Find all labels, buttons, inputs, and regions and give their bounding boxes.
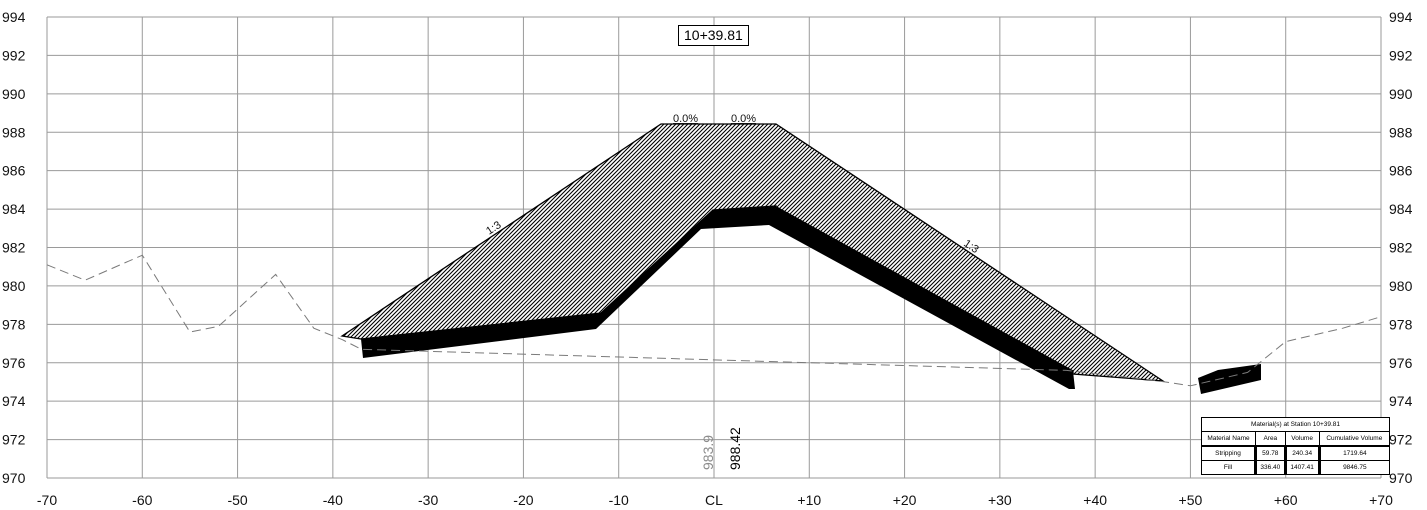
x-tick-label: +10 (797, 492, 821, 508)
table-row: Fill 336.40 1407.41 9846.75 (1201, 460, 1391, 475)
y-tick-label-left: 990 (2, 86, 26, 102)
x-tick-label: +20 (893, 492, 917, 508)
grid (46, 16, 1382, 479)
y-tick-label-left: 970 (2, 470, 26, 486)
header-cumulative-volume: Cumulative Volume (1318, 431, 1391, 447)
y-tick-label-left: 974 (2, 393, 26, 409)
y-tick-label-right: 990 (1389, 86, 1413, 102)
existing-elevation-label: 983.9 (700, 435, 716, 470)
y-tick-label-right: 980 (1389, 278, 1413, 294)
row-stripping-name: Stripping (1201, 445, 1256, 461)
row-fill-name: Fill (1201, 460, 1256, 475)
y-tick-label-left: 980 (2, 278, 26, 294)
table-row: Stripping 59.78 240.34 1719.64 (1201, 445, 1391, 461)
y-tick-label-left: 972 (2, 432, 26, 448)
y-tick-label-right: 986 (1389, 163, 1413, 179)
material-table-title: Material(s) at Station 10+39.81 (1201, 417, 1390, 432)
row-stripping-cumulative: 1719.64 (1317, 445, 1391, 461)
y-tick-label-left: 986 (2, 163, 26, 179)
x-tick-label: -40 (323, 492, 343, 508)
y-tick-label-right: 970 (1389, 470, 1413, 486)
y-axis-right-labels: 994 992 990 988 986 984 982 980 978 976 974 972 970 (1389, 9, 1413, 486)
x-tick-label: +70 (1369, 492, 1393, 508)
y-axis-left-labels: 994 992 990 988 986 984 982 980 978 976 974 972 970 (2, 9, 26, 486)
y-tick-label-right: 976 (1389, 355, 1413, 371)
x-tick-label: CL (705, 492, 723, 508)
x-tick-label: -10 (609, 492, 629, 508)
y-tick-label-left: 982 (2, 240, 26, 256)
row-fill-cumulative: 9846.75 (1317, 460, 1391, 475)
header-material-name: Material Name (1201, 431, 1256, 447)
left-grade-label: 0.0% (673, 113, 698, 125)
row-stripping-volume: 240.34 (1283, 445, 1320, 461)
y-tick-label-right: 994 (1389, 9, 1413, 25)
x-tick-label: +30 (988, 492, 1012, 508)
header-volume: Volume (1284, 431, 1320, 447)
header-area: Area (1254, 431, 1286, 447)
x-tick-label: -60 (132, 492, 152, 508)
row-fill-volume: 1407.41 (1283, 460, 1320, 475)
right-grade-label: 0.0% (731, 113, 756, 125)
y-tick-label-left: 994 (2, 9, 26, 25)
y-tick-label-right: 984 (1389, 201, 1413, 217)
stripping-left (361, 206, 1075, 389)
y-tick-label-right: 992 (1389, 47, 1413, 63)
x-tick-label: -20 (513, 492, 533, 508)
station-label: 10+39.81 (678, 25, 749, 46)
row-fill-area: 336.40 (1253, 460, 1286, 475)
y-tick-label-left: 984 (2, 201, 26, 217)
y-tick-label-right: 988 (1389, 124, 1413, 140)
y-tick-label-right: 978 (1389, 316, 1413, 332)
y-tick-label-left: 992 (2, 47, 26, 63)
x-tick-label: +40 (1083, 492, 1107, 508)
design-elevation-label: 988.42 (727, 427, 743, 470)
x-axis-labels: -70 -60 -50 -40 -30 -20 -10 CL +10 +20 +30 +40 +50 +6… (37, 492, 1393, 508)
y-tick-label-right: 982 (1389, 240, 1413, 256)
x-tick-label: +50 (1179, 492, 1203, 508)
y-tick-label-left: 988 (2, 124, 26, 140)
stripping-right (1198, 364, 1261, 394)
x-tick-label: +60 (1274, 492, 1298, 508)
x-tick-label: -70 (37, 492, 57, 508)
y-tick-label-left: 976 (2, 355, 26, 371)
row-stripping-area: 59.78 (1253, 445, 1286, 461)
y-tick-label-right: 972 (1389, 432, 1413, 448)
material-table: Material(s) at Station 10+39.81 Material… (1201, 417, 1391, 475)
y-tick-label-left: 978 (2, 316, 26, 332)
y-tick-label-right: 974 (1389, 393, 1413, 409)
x-tick-label: -50 (227, 492, 247, 508)
existing-ground-line (46, 254, 1382, 387)
x-tick-label: -30 (418, 492, 438, 508)
